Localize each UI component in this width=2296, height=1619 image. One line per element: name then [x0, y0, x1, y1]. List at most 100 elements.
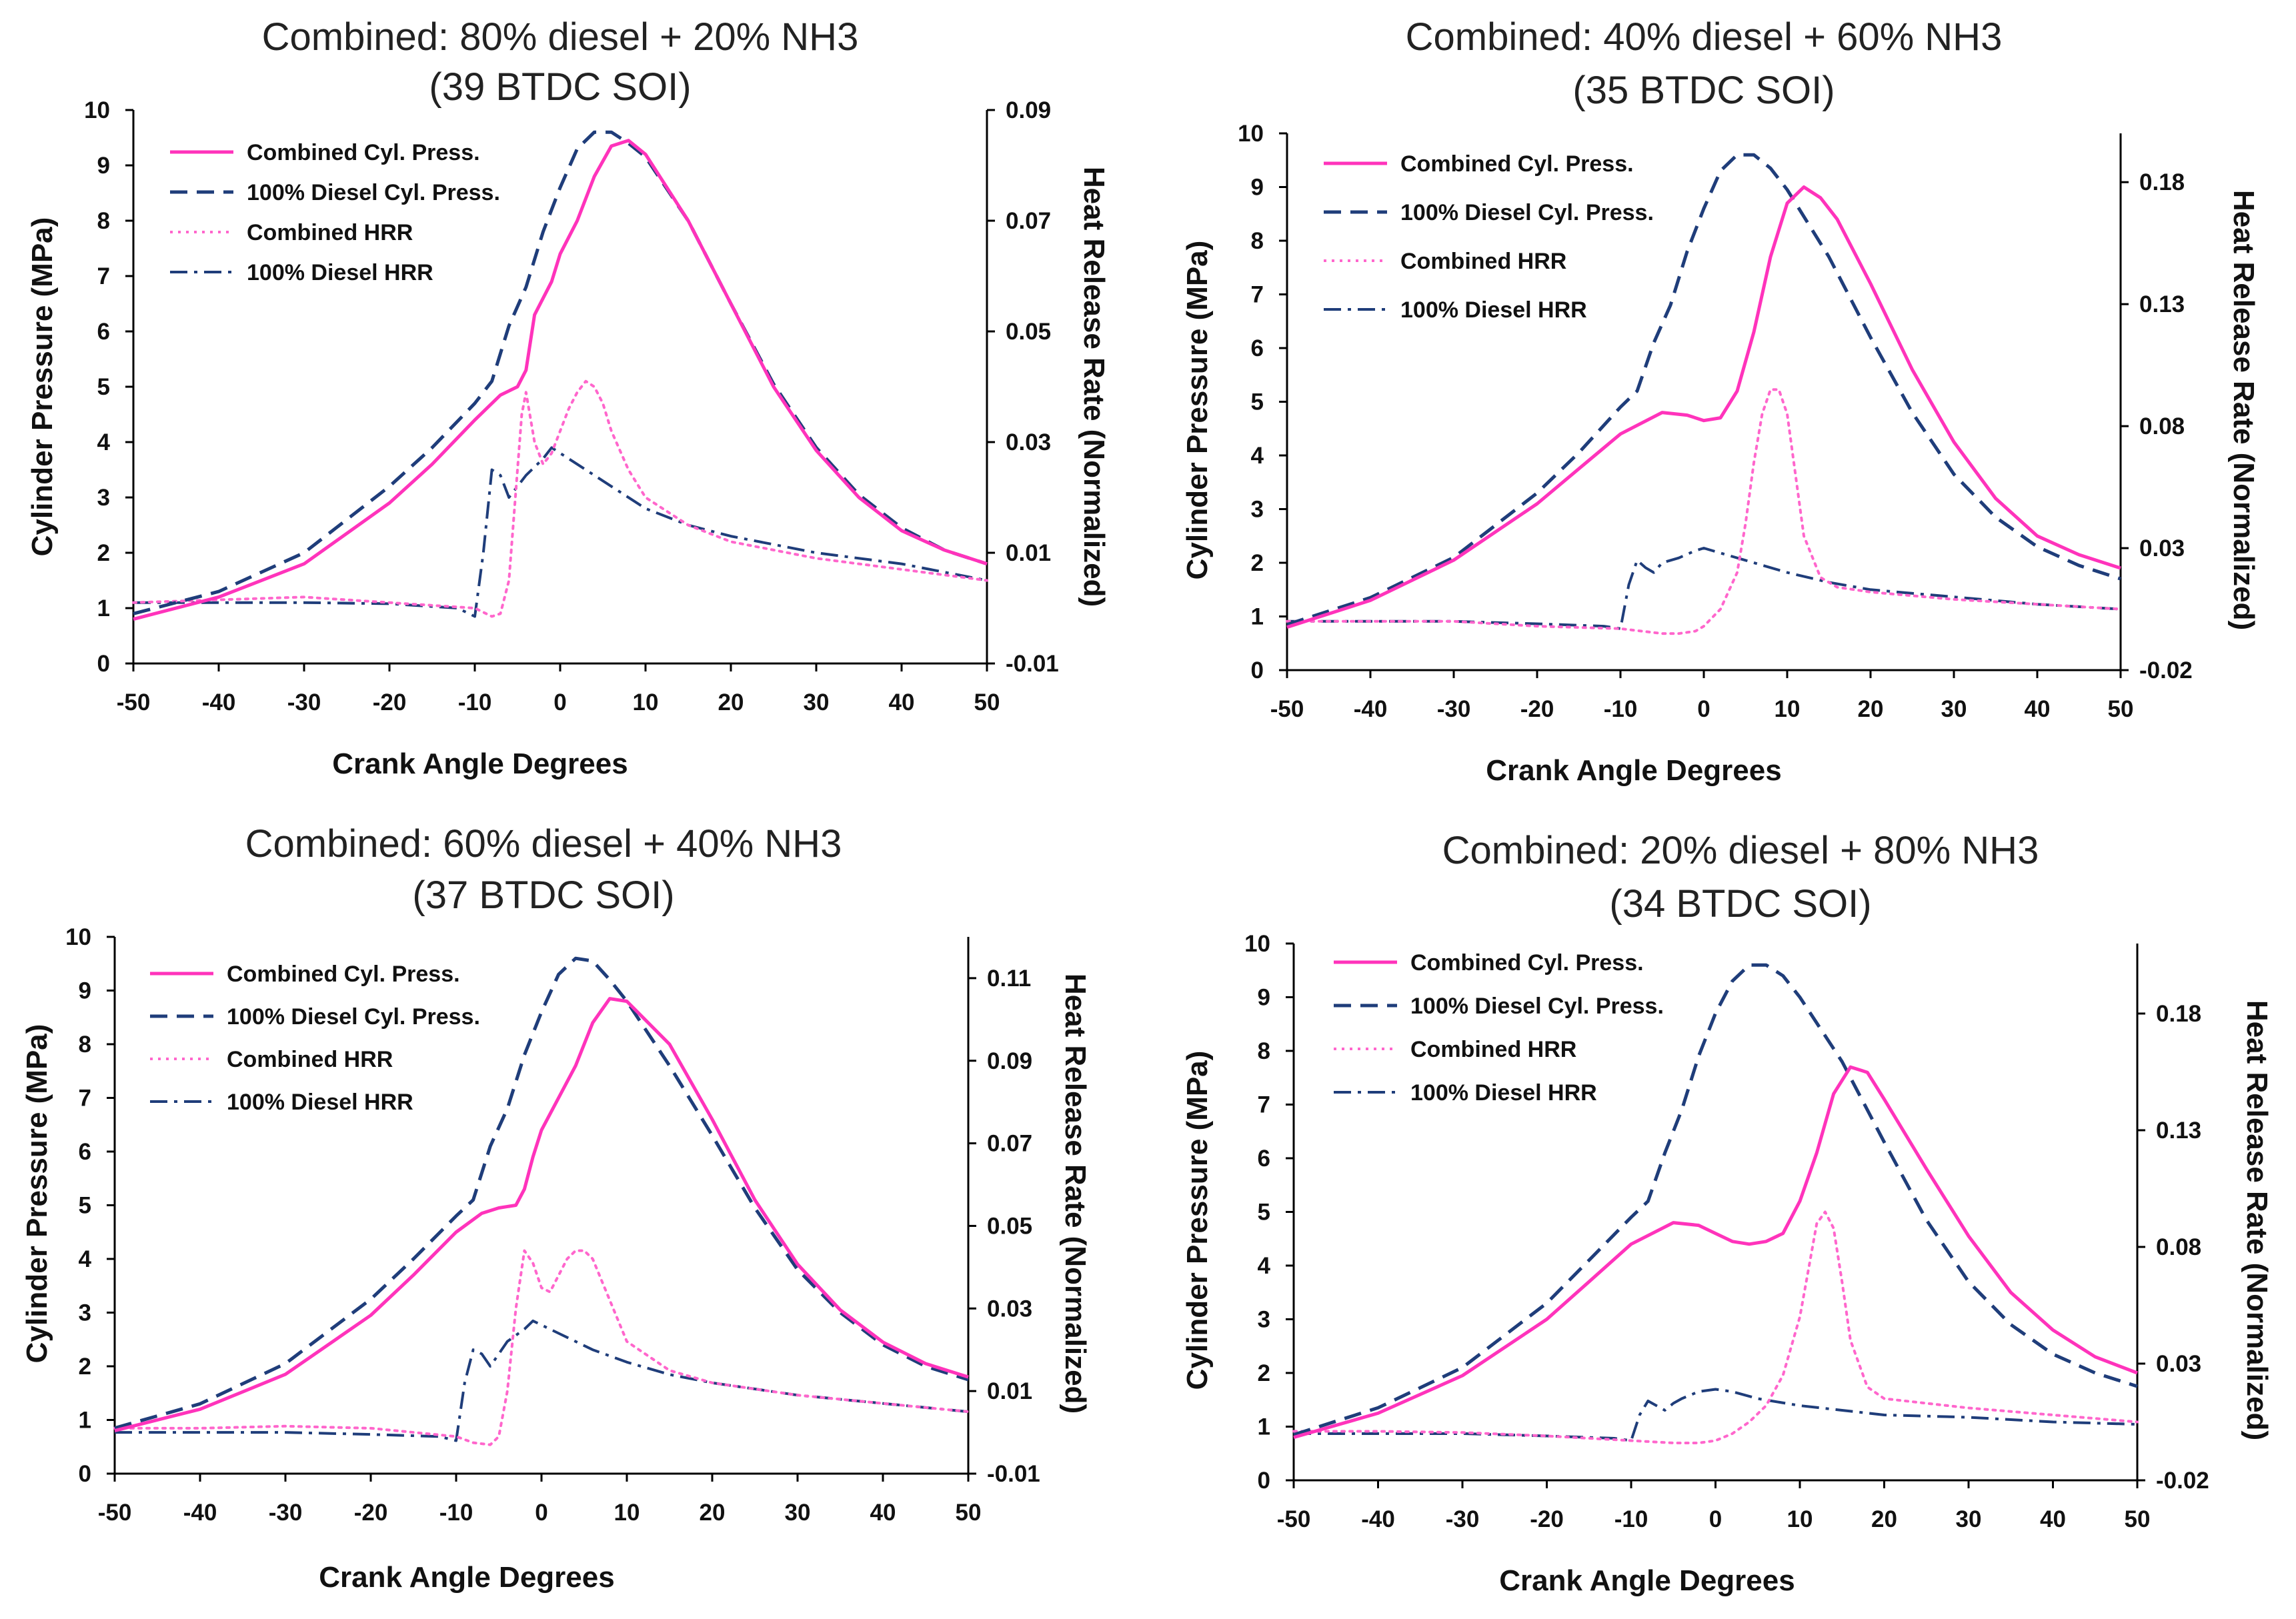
- x-tick-label: 20: [718, 689, 744, 715]
- chart-3-title: Combined: 60% diesel + 40% NH3: [245, 822, 842, 866]
- y-tick-label: 6: [1258, 1146, 1270, 1172]
- y-tick-label: 2: [1258, 1360, 1270, 1386]
- x-tick-label: 0: [535, 1500, 547, 1526]
- y2-tick-label: 0.18: [2156, 1001, 2201, 1027]
- y-tick-label: 5: [1258, 1200, 1270, 1226]
- chart-2-xlabel: Crank Angle Degrees: [1486, 754, 1781, 787]
- x-tick-label: -10: [1614, 1506, 1648, 1532]
- x-tick-label: -50: [1277, 1506, 1311, 1532]
- chart-1-legend: Combined Cyl. Press. 100% Diesel Cyl. Pre…: [170, 140, 500, 285]
- y2-tick-label: 0.03: [987, 1296, 1032, 1322]
- x-tick-label: 20: [1871, 1506, 1897, 1532]
- legend-label-combined-hrr: Combined HRR: [247, 220, 413, 245]
- series-line-100-diesel-hrr: [133, 446, 988, 618]
- x-tick-label: -20: [1520, 696, 1554, 722]
- y-tick-label: 4: [79, 1246, 92, 1272]
- y-tick-label: 2: [1251, 550, 1264, 576]
- legend-label-combined-hrr: Combined HRR: [1400, 249, 1566, 274]
- x-tick-label: 20: [1858, 696, 1884, 722]
- y-tick-label: 8: [97, 208, 110, 234]
- chart-4-ylabel: Cylinder Pressure (MPa): [1181, 1051, 1214, 1390]
- y-tick-label: 3: [1258, 1307, 1270, 1333]
- series-line-combined-hrr: [1286, 388, 2122, 635]
- x-tick-label: 30: [785, 1500, 811, 1526]
- series-line-combined-cyl-press: [114, 997, 969, 1433]
- y-tick-label: 9: [1258, 985, 1270, 1011]
- x-tick-label: -50: [98, 1500, 132, 1526]
- x-tick-label: 50: [2108, 696, 2134, 722]
- chart-1-subtitle: (39 BTDC SOI): [429, 65, 691, 109]
- y2-tick-label: 0.13: [2156, 1118, 2201, 1144]
- legend-label-combined-cyl-press: Combined Cyl. Press.: [247, 140, 480, 165]
- y-tick-label: 1: [1258, 1414, 1270, 1440]
- y2-tick-label: 0.09: [987, 1048, 1032, 1074]
- series-line-combined-cyl-press: [1293, 1065, 2138, 1440]
- chart-4-legend: Combined Cyl. Press. 100% Diesel Cyl. Pre…: [1334, 950, 1664, 1106]
- x-tick-label: 50: [2125, 1506, 2151, 1532]
- chart-1-y2label: Heat Release Rate (Normalized): [1078, 167, 1110, 607]
- chart-3-subtitle: (37 BTDC SOI): [412, 874, 674, 917]
- series-line-combined-hrr: [113, 1249, 970, 1446]
- y-tick-label: 10: [1238, 121, 1264, 147]
- series-line-100-diesel-hrr: [1294, 1388, 2138, 1442]
- y-tick-label: 7: [1258, 1092, 1270, 1118]
- y-tick-label: 3: [1251, 497, 1264, 523]
- y-tick-label: 1: [79, 1408, 91, 1434]
- legend-label-100-diesel-hrr: 100% Diesel HRR: [247, 260, 433, 285]
- chart-3-xlabel: Crank Angle Degrees: [319, 1561, 614, 1594]
- y-tick-label: 6: [79, 1139, 91, 1165]
- x-tick-label: 40: [2025, 696, 2051, 722]
- y2-tick-label: 0.09: [1006, 97, 1051, 123]
- y-tick-label: 10: [65, 924, 91, 950]
- chart-3-y2label: Heat Release Rate (Normalized): [1059, 974, 1092, 1414]
- y-tick-label: 8: [1258, 1038, 1270, 1064]
- legend-label-100-diesel-hrr: 100% Diesel HRR: [1410, 1080, 1597, 1106]
- x-tick-label: -30: [269, 1500, 303, 1526]
- x-tick-label: 50: [974, 689, 1000, 715]
- y-tick-label: 10: [84, 97, 110, 123]
- x-tick-label: -30: [1446, 1506, 1480, 1532]
- legend-label-100-diesel-cyl-press: 100% Diesel Cyl. Press.: [247, 180, 500, 205]
- chart-panel-3: Combined: 60% diesel + 40% NH3 (37 BTDC …: [21, 822, 1092, 1594]
- y-tick-label: 5: [79, 1193, 91, 1219]
- x-tick-label: -40: [202, 689, 236, 715]
- y2-tick-label: 0.07: [987, 1131, 1032, 1157]
- x-tick-label: -30: [287, 689, 321, 715]
- chart-4-y2label: Heat Release Rate (Normalized): [2241, 1000, 2273, 1440]
- x-tick-label: 10: [633, 689, 659, 715]
- legend-label-combined-cyl-press: Combined Cyl. Press.: [1400, 151, 1634, 177]
- x-tick-label: 0: [1697, 696, 1710, 722]
- y-tick-label: 0: [97, 651, 110, 677]
- x-tick-label: -20: [1530, 1506, 1564, 1532]
- y-tick-label: 9: [79, 978, 91, 1004]
- chart-panel-2: Combined: 40% diesel + 60% NH3 (35 BTDC …: [1181, 15, 2260, 787]
- y2-tick-label: 0.18: [2139, 169, 2185, 195]
- x-tick-label: 30: [1956, 1506, 1982, 1532]
- y2-tick-label: 0.03: [1006, 429, 1051, 455]
- y-tick-label: 4: [1251, 443, 1264, 469]
- x-tick-label: 10: [1775, 696, 1801, 722]
- legend-label-100-diesel-cyl-press: 100% Diesel Cyl. Press.: [1400, 200, 1654, 225]
- y-tick-label: 4: [1258, 1253, 1271, 1279]
- x-tick-label: 0: [553, 689, 566, 715]
- y-tick-label: 9: [1251, 175, 1264, 201]
- legend-label-combined-hrr: Combined HRR: [1410, 1037, 1576, 1062]
- series-line-combined-cyl-press: [133, 139, 988, 621]
- x-tick-label: -20: [354, 1500, 388, 1526]
- legend-label-combined-cyl-press: Combined Cyl. Press.: [227, 962, 460, 987]
- y2-tick-label: 0.05: [987, 1213, 1032, 1239]
- x-tick-label: 30: [804, 689, 830, 715]
- y2-tick-label: -0.01: [987, 1461, 1040, 1487]
- legend-label-combined-hrr: Combined HRR: [227, 1047, 393, 1072]
- series-line-100-diesel-hrr: [1287, 547, 2121, 630]
- legend-label-100-diesel-hrr: 100% Diesel HRR: [227, 1090, 413, 1115]
- series-line-100-diesel-cyl-press: [133, 130, 988, 615]
- chart-2-subtitle: (35 BTDC SOI): [1572, 69, 1835, 112]
- chart-1-ylabel: Cylinder Pressure (MPa): [26, 217, 59, 557]
- y-tick-label: 7: [97, 263, 110, 289]
- series-line-combined-hrr: [132, 379, 988, 618]
- y-tick-label: 6: [1251, 335, 1264, 361]
- chart-3-legend: Combined Cyl. Press. 100% Diesel Cyl. Pre…: [150, 962, 480, 1115]
- y2-tick-label: 0.03: [2139, 535, 2185, 561]
- series-line-combined-hrr: [1292, 1210, 2139, 1444]
